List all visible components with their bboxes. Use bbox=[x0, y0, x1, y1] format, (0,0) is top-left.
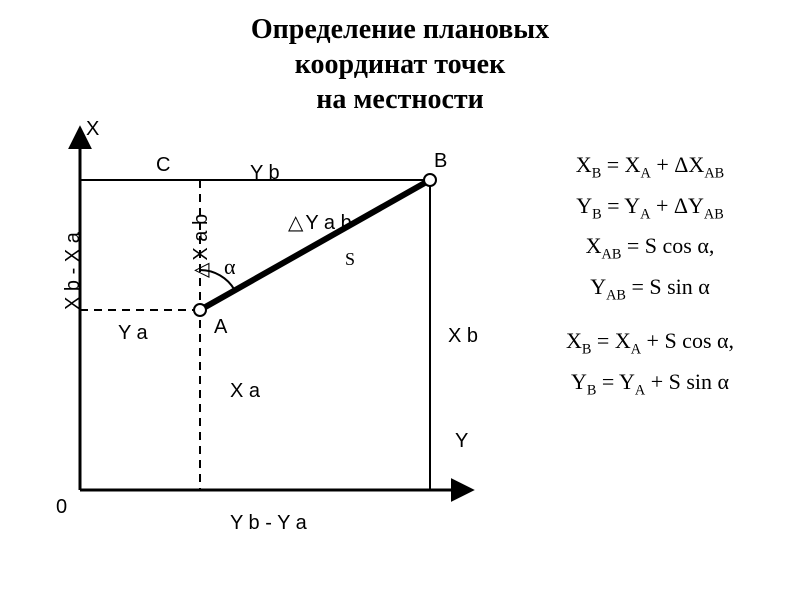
point-A bbox=[194, 304, 206, 316]
segment-label-S: S bbox=[345, 249, 355, 270]
formula-row-5: XB = XA + S cos α, bbox=[520, 324, 780, 361]
label-Yb: Y b bbox=[250, 162, 280, 185]
delta-icon: △ bbox=[190, 263, 212, 278]
point-label-A: A bbox=[214, 316, 227, 339]
formula-row-0: XB = XA + ΔXAB bbox=[520, 148, 780, 185]
label-delta-Yab: △Y a b bbox=[288, 210, 352, 235]
label-Ya: Y a bbox=[118, 322, 148, 345]
formula-row-3: YAB = S sin α bbox=[520, 270, 780, 307]
label-delta-Xab: △X a b bbox=[188, 214, 213, 278]
segment-AB bbox=[200, 180, 430, 310]
label-Yb-minus-Ya: Y b - Y a bbox=[230, 512, 307, 535]
formula-row-4 bbox=[520, 310, 780, 320]
delta-icon: △ bbox=[288, 212, 303, 234]
point-B bbox=[424, 174, 436, 186]
formula-row-6: YB = YA + S sin α bbox=[520, 365, 780, 402]
point-label-B: B bbox=[434, 150, 447, 173]
axis-label-Y: Y bbox=[455, 430, 468, 453]
label-Xb: X b bbox=[448, 325, 478, 348]
angle-label: α bbox=[224, 254, 236, 280]
label-Xb-minus-Xa: X b - X a bbox=[62, 232, 85, 310]
formula-row-1: YB = YA + ΔYAB bbox=[520, 189, 780, 226]
axis-label-X: X bbox=[86, 118, 99, 141]
formula-row-2: XAB = S cos α, bbox=[520, 229, 780, 266]
label-Xa: X a bbox=[230, 380, 260, 403]
formulas-block: XB = XA + ΔXAB YB = YA + ΔYABXAB = S cos … bbox=[520, 148, 780, 405]
origin-label: 0 bbox=[56, 496, 67, 519]
point-label-C: C bbox=[156, 154, 170, 177]
